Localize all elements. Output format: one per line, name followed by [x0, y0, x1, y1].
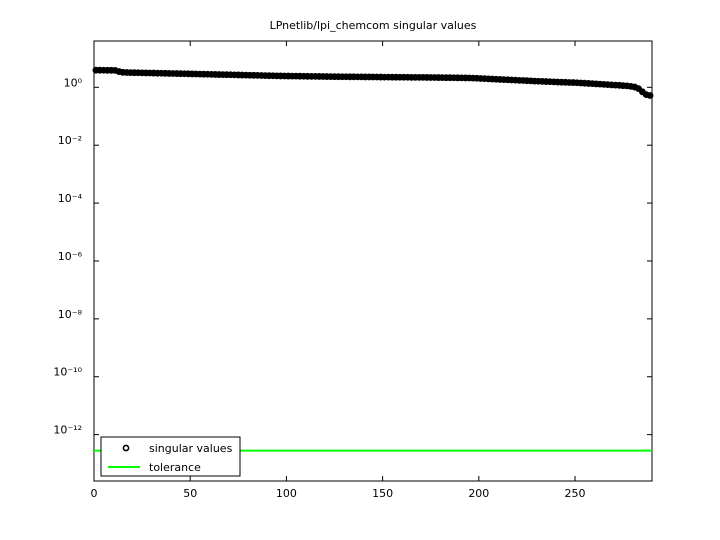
y-tick-label: 10⁻² — [58, 134, 82, 147]
y-tick-label: 10⁻¹² — [53, 424, 82, 437]
legend-marker — [122, 444, 130, 452]
x-tick-label: 100 — [276, 487, 297, 500]
y-tick-label: 10⁻⁴ — [58, 192, 83, 205]
y-tick-label: 10⁻¹⁰ — [53, 366, 82, 379]
x-tick-label: 0 — [91, 487, 98, 500]
y-tick-label: 10⁻⁶ — [58, 250, 83, 263]
y-tick-label: 10⁰ — [64, 76, 83, 89]
legend-label: singular values — [149, 442, 233, 455]
x-tick-label: 250 — [565, 487, 586, 500]
chart-title: LPnetlib/lpi_chemcom singular values — [270, 19, 477, 32]
legend-box — [100, 436, 241, 477]
y-tick-label: 10⁻⁸ — [58, 308, 83, 321]
x-tick-label: 200 — [468, 487, 489, 500]
legend-label: tolerance — [149, 461, 201, 474]
x-tick-label: 50 — [183, 487, 197, 500]
x-tick-label: 150 — [372, 487, 393, 500]
marker — [646, 92, 654, 99]
